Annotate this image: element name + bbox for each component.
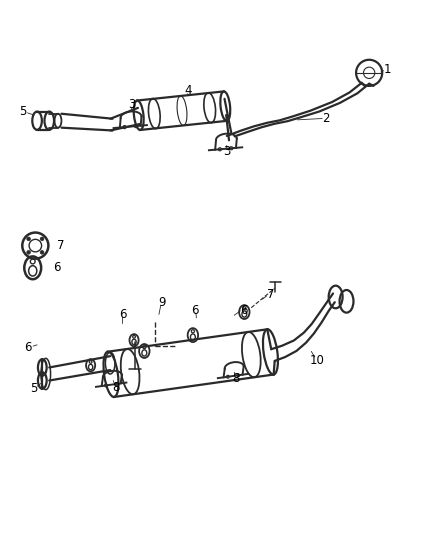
Text: 8: 8	[233, 372, 240, 385]
Circle shape	[27, 251, 30, 254]
Text: 4: 4	[185, 84, 192, 97]
Text: 6: 6	[119, 308, 126, 321]
Text: 7: 7	[267, 288, 274, 301]
Circle shape	[40, 251, 44, 254]
Circle shape	[27, 237, 30, 241]
Text: 6: 6	[53, 261, 60, 274]
Text: 2: 2	[322, 112, 329, 125]
Text: 7: 7	[57, 239, 64, 252]
Text: 10: 10	[310, 353, 325, 367]
Text: 3: 3	[223, 145, 230, 158]
Text: 1: 1	[384, 63, 392, 76]
Text: 5: 5	[30, 382, 37, 395]
Text: 6: 6	[25, 341, 32, 353]
Text: 6: 6	[240, 304, 248, 317]
Text: 8: 8	[112, 381, 120, 394]
Text: 3: 3	[128, 98, 136, 111]
Text: 5: 5	[19, 106, 27, 118]
Text: 9: 9	[158, 296, 165, 309]
Text: 6: 6	[191, 303, 199, 317]
Circle shape	[40, 237, 44, 241]
